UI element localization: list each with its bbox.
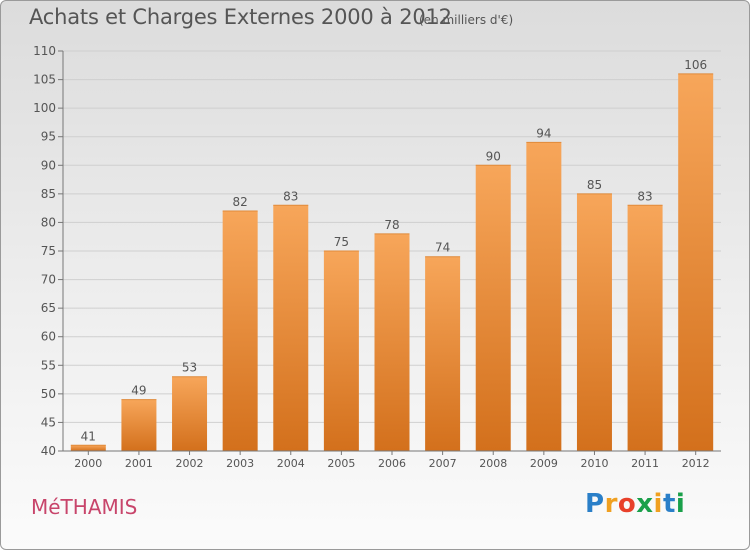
x-tick-label: 2008: [479, 457, 507, 470]
x-tick-label: 2012: [682, 457, 710, 470]
x-tick-label: 2003: [226, 457, 254, 470]
y-tick-label: 80: [41, 215, 56, 229]
bars: [70, 73, 714, 452]
logo-letter: o: [617, 489, 637, 519]
bar: [627, 205, 663, 451]
bar: [70, 445, 106, 451]
bar-value-label: 83: [283, 189, 298, 203]
bar: [425, 256, 461, 451]
bar: [475, 165, 511, 452]
bar-value-label: 106: [684, 58, 707, 72]
y-tick-label: 90: [41, 158, 56, 172]
logo-letter: x: [636, 489, 654, 519]
bar: [576, 193, 612, 451]
commune-name: MéTHAMIS: [31, 495, 138, 519]
bar-value-label: 90: [486, 149, 501, 163]
y-tick-label: 100: [33, 101, 56, 115]
bar: [678, 73, 714, 451]
y-tick-label: 85: [41, 187, 56, 201]
bar: [172, 376, 208, 451]
y-tick-label: 95: [41, 130, 56, 144]
bar-value-label: 49: [131, 384, 146, 398]
x-tick-label: 2001: [125, 457, 153, 470]
axes: 40 45 50 55 60 65 70 75 80 85 90 95 100 105 110 2000 200…: [33, 44, 721, 470]
y-tick-label: 45: [41, 415, 56, 429]
logo-letter: i: [653, 489, 663, 519]
bar: [526, 142, 562, 451]
bar-value-label: 94: [536, 126, 551, 140]
bar-value-label: 82: [233, 195, 248, 209]
x-tick-label: 2006: [378, 457, 406, 470]
data-labels: 41 49 53 82 83 75 78 74 90 94 85 83 106: [81, 58, 707, 443]
y-tick-label: 55: [41, 358, 56, 372]
x-tick-label: 2011: [631, 457, 659, 470]
chart-title: Achats et Charges Externes 2000 à 2012: [29, 5, 452, 29]
y-tick-label: 105: [33, 73, 56, 87]
bar-value-label: 85: [587, 178, 602, 192]
y-tick-label: 70: [41, 273, 56, 287]
bar: [273, 205, 309, 451]
chart-subtitle: (en milliers d'€): [419, 13, 514, 27]
x-tick-label: 2004: [277, 457, 305, 470]
y-tick-label: 65: [41, 301, 56, 315]
logo-letter: i: [675, 489, 686, 519]
y-tick-label: 60: [41, 330, 56, 344]
y-tick-label: 110: [33, 44, 56, 58]
x-tick-label: 2010: [580, 457, 608, 470]
bar: [121, 399, 157, 451]
bar: [222, 211, 258, 451]
logo-letter: t: [662, 489, 676, 519]
bar-value-label: 74: [435, 241, 450, 255]
proxiti-logo: Proxiti: [585, 489, 685, 519]
logo-letter: P: [585, 489, 605, 519]
x-tick-label: 2005: [327, 457, 355, 470]
bar-value-label: 75: [334, 235, 349, 249]
x-tick-label: 2002: [176, 457, 204, 470]
bar-value-label: 83: [637, 189, 652, 203]
y-tick-label: 75: [41, 244, 56, 258]
bar-value-label: 78: [384, 218, 399, 232]
x-tick-label: 2009: [530, 457, 558, 470]
bar-value-label: 53: [182, 361, 197, 375]
bar: [323, 251, 359, 451]
x-tick-label: 2007: [429, 457, 457, 470]
bar-value-label: 41: [81, 429, 96, 443]
y-tick-label: 50: [41, 387, 56, 401]
bar: [374, 233, 410, 451]
y-tick-label: 40: [41, 444, 56, 458]
x-tick-label: 2000: [74, 457, 102, 470]
logo-letter: r: [604, 489, 618, 519]
